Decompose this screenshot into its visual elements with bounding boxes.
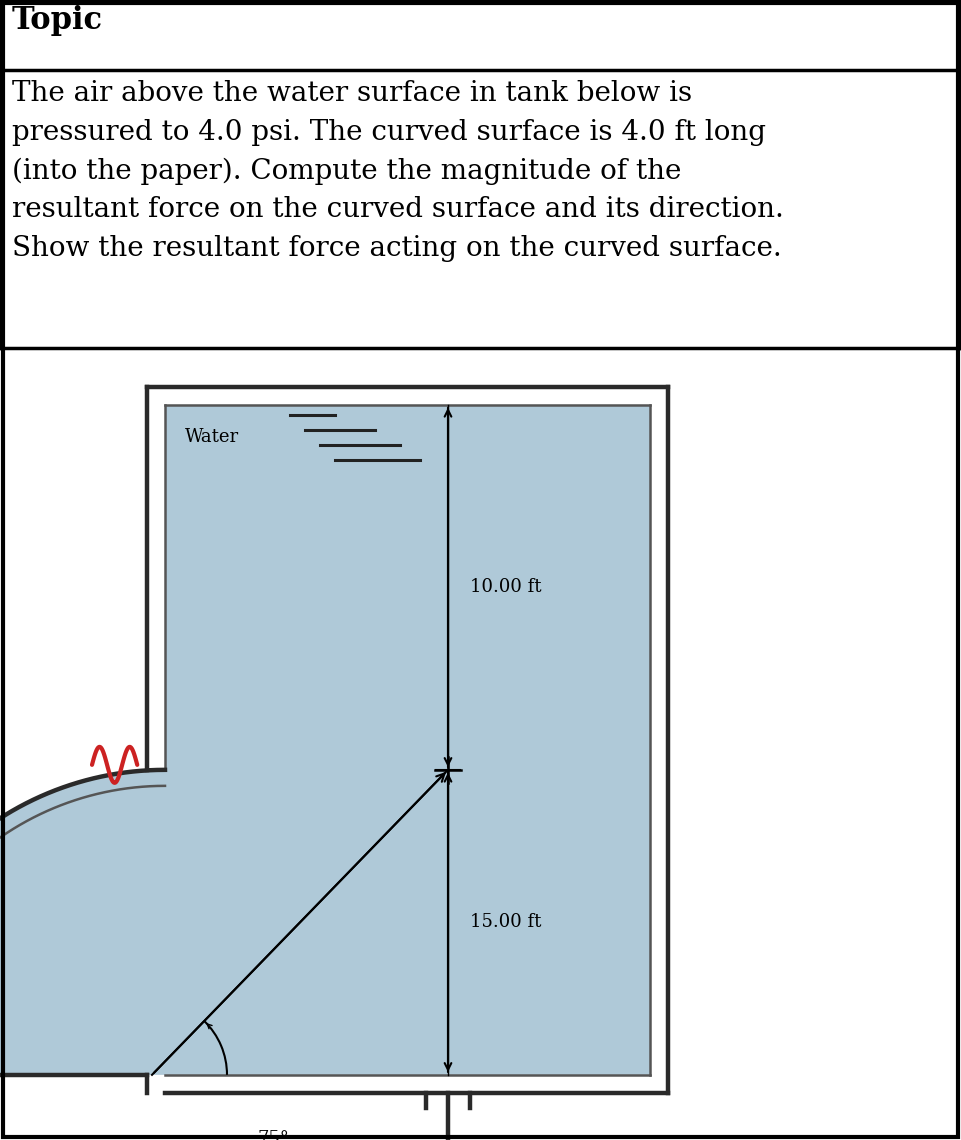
Text: 15.00 ft: 15.00 ft [470, 913, 541, 931]
Text: 75°: 75° [257, 1130, 289, 1140]
Text: Topic: Topic [12, 6, 103, 36]
Text: Water: Water [185, 428, 239, 446]
Text: 10.00 ft: 10.00 ft [470, 578, 541, 596]
Polygon shape [0, 405, 650, 1075]
Text: The air above the water surface in tank below is
pressured to 4.0 psi. The curve: The air above the water surface in tank … [12, 80, 783, 262]
